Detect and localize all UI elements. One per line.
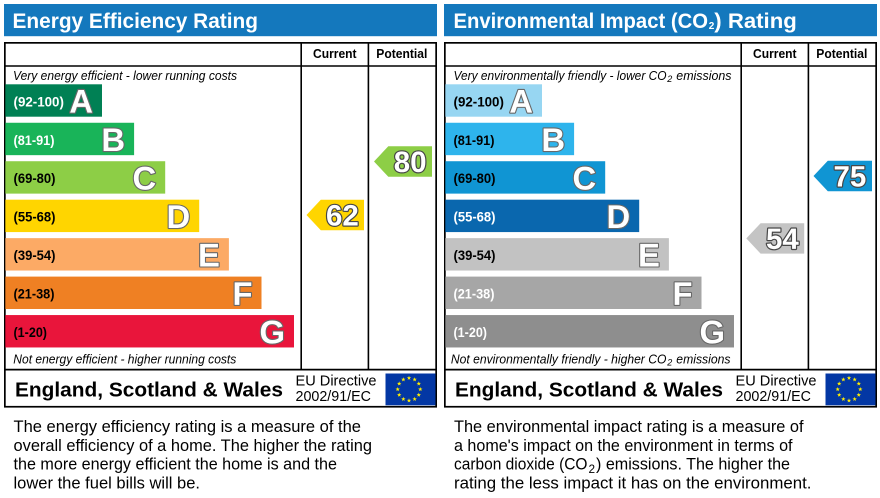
svg-text:Not energy efficient - higher: Not energy efficient - higher running co…: [13, 352, 237, 366]
svg-text:England, Scotland & Wales: England, Scotland & Wales: [15, 379, 283, 402]
svg-text:(69-80): (69-80): [454, 171, 496, 186]
svg-text:Potential: Potential: [816, 46, 867, 61]
svg-text:(92-100): (92-100): [454, 94, 504, 109]
svg-text:EU Directive: EU Directive: [736, 373, 817, 390]
svg-text:rating the less impact it has: rating the less impact it has on the env…: [454, 475, 812, 493]
svg-text:Very environmentally friendly: Very environmentally friendly - lower CO: [454, 69, 667, 83]
svg-text:2002/91/EC: 2002/91/EC: [736, 388, 812, 405]
svg-text:(55-68): (55-68): [454, 210, 496, 225]
svg-text:(21-38): (21-38): [454, 287, 495, 302]
svg-text:2: 2: [666, 74, 672, 84]
svg-text:Not environmentally friendly -: Not environmentally friendly - higher CO: [451, 352, 667, 366]
svg-text:2: 2: [709, 21, 715, 32]
svg-text:) Rating: ) Rating: [714, 9, 797, 33]
svg-text:Environmental Impact (CO: Environmental Impact (CO: [454, 9, 709, 33]
svg-text:The environmental impact ratin: The environmental impact rating is a mea…: [454, 418, 804, 436]
svg-text:lower the fuel bills will be.: lower the fuel bills will be.: [14, 475, 201, 493]
svg-text:(69-80): (69-80): [14, 171, 56, 186]
svg-text:overall efficiency of a home.: overall efficiency of a home. The higher…: [14, 437, 373, 455]
svg-text:(1-20): (1-20): [14, 325, 48, 340]
svg-text:(1-20): (1-20): [454, 325, 488, 340]
svg-text:2: 2: [589, 462, 596, 476]
svg-text:Potential: Potential: [376, 46, 427, 61]
svg-text:2002/91/EC: 2002/91/EC: [296, 388, 372, 405]
svg-text:Energy Efficiency Rating: Energy Efficiency Rating: [13, 9, 259, 33]
svg-text:Very energy efficient - lower: Very energy efficient - lower running co…: [13, 69, 238, 83]
svg-text:(21-38): (21-38): [14, 287, 55, 302]
svg-text:(55-68): (55-68): [14, 210, 56, 225]
svg-text:Current: Current: [753, 46, 797, 61]
svg-text:(92-100): (92-100): [14, 94, 64, 109]
svg-text:EU Directive: EU Directive: [296, 373, 377, 390]
svg-text:(39-54): (39-54): [14, 248, 56, 263]
svg-text:a home's impact on the environ: a home's impact on the environment in te…: [454, 437, 793, 455]
svg-text:The energy efficiency rating i: The energy efficiency rating is a measur…: [14, 418, 362, 436]
svg-text:(81-91): (81-91): [14, 133, 55, 148]
svg-text:) emissions. The higher the: ) emissions. The higher the: [596, 456, 790, 474]
svg-text:2: 2: [666, 358, 672, 368]
svg-text:(39-54): (39-54): [454, 248, 496, 263]
svg-text:England, Scotland & Wales: England, Scotland & Wales: [455, 379, 723, 402]
svg-text:Current: Current: [313, 46, 357, 61]
svg-text:the more energy efficient the: the more energy efficient the home is an…: [14, 456, 338, 474]
svg-text:emissions: emissions: [676, 352, 731, 366]
svg-text:(81-91): (81-91): [454, 133, 495, 148]
svg-text:carbon dioxide (CO: carbon dioxide (CO: [454, 456, 588, 474]
svg-text:emissions: emissions: [676, 69, 732, 83]
